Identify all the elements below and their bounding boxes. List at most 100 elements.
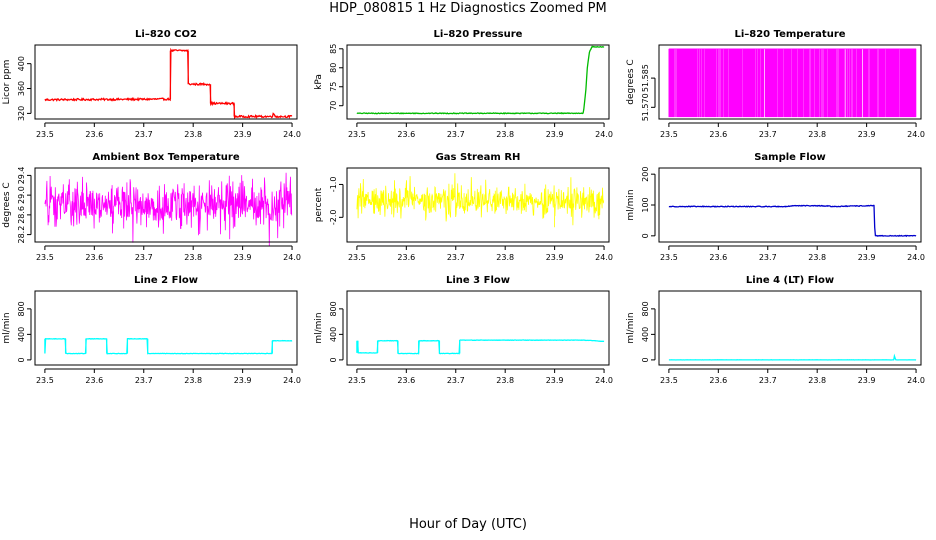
chart-panel-6: Sample Flow ml/min 23.5 23.6 23.7 23.8 23.9 24.… xyxy=(626,152,925,262)
x-tick-label: 23.7 xyxy=(759,376,777,385)
x-tick-label: 23.9 xyxy=(858,376,876,385)
chart-panel-5: Gas Stream RH percent 23.5 23.6 23.7 23.8 23.9… xyxy=(314,152,613,262)
y-tick-label: 800 xyxy=(641,301,650,316)
y-axis-label: degrees C xyxy=(2,182,12,227)
x-tick-label: 23.7 xyxy=(135,376,153,385)
y-tick-label: 51.570 xyxy=(641,93,650,121)
panel-title: Gas Stream RH xyxy=(436,152,521,163)
panel-title: Li–820 Pressure xyxy=(434,29,523,40)
x-tick-label: 24.0 xyxy=(907,130,925,139)
x-tick-label: 23.5 xyxy=(36,253,54,262)
x-tick-label: 23.7 xyxy=(759,130,777,139)
x-tick-label: 24.0 xyxy=(907,376,925,385)
x-tick-label: 23.8 xyxy=(184,253,202,262)
y-tick-label: 0 xyxy=(641,233,650,238)
y-tick-label: 400 xyxy=(17,56,26,71)
plot-frame xyxy=(34,44,298,120)
y-tick-label: 29.0 xyxy=(17,186,26,204)
x-tick-label: 24.0 xyxy=(283,253,301,262)
x-tick-label: 23.9 xyxy=(234,253,252,262)
chart-panel-9: Line 4 (LT) Flow ml/min 23.5 23.6 23.7 23.8 23… xyxy=(626,275,925,385)
y-tick-label: 51.585 xyxy=(641,64,650,92)
x-tick-label: 24.0 xyxy=(595,130,613,139)
x-tick-label: 24.0 xyxy=(283,376,301,385)
x-tick-label: 23.6 xyxy=(85,376,103,385)
series-line xyxy=(668,48,917,118)
x-tick-label: 23.7 xyxy=(447,253,465,262)
x-tick-label: 23.8 xyxy=(184,130,202,139)
y-tick-label: 0 xyxy=(329,357,338,362)
y-axis-label: ml/min xyxy=(314,312,324,343)
y-tick-label: 0 xyxy=(17,357,26,362)
x-tick-label: 23.6 xyxy=(709,130,727,139)
x-tick-label: 23.6 xyxy=(397,376,415,385)
chart-panel-8: Line 3 Flow ml/min 23.5 23.6 23.7 23.8 23.9 24.… xyxy=(314,275,613,385)
x-tick-label: 23.9 xyxy=(858,253,876,262)
chart-panel-7: Line 2 Flow ml/min 23.5 23.6 23.7 23.8 23.9 24.… xyxy=(2,275,301,385)
y-tick-label: 200 xyxy=(641,167,650,182)
x-tick-label: 23.6 xyxy=(397,130,415,139)
y-tick-label: 29.4 xyxy=(17,166,26,184)
x-tick-label: 23.5 xyxy=(36,130,54,139)
x-tick-label: 23.7 xyxy=(135,253,153,262)
x-tick-label: 23.5 xyxy=(660,376,678,385)
x-tick-label: 23.9 xyxy=(234,130,252,139)
plot-frame xyxy=(658,167,922,243)
x-tick-label: 23.9 xyxy=(546,376,564,385)
x-tick-label: 24.0 xyxy=(283,130,301,139)
x-tick-label: 23.9 xyxy=(546,130,564,139)
x-tick-label: 23.5 xyxy=(660,253,678,262)
y-tick-label: 70 xyxy=(329,101,338,111)
y-tick-label: 800 xyxy=(17,301,26,316)
x-tick-label: 23.8 xyxy=(808,376,826,385)
y-axis-label: ml/min xyxy=(626,189,636,220)
y-tick-label: 0 xyxy=(641,357,650,362)
plot-frame xyxy=(34,290,298,366)
y-tick-label: -1.0 xyxy=(329,177,338,193)
chart-panel-3: Li–820 Temperature degrees C 23.5 23.6 23.7 2… xyxy=(626,29,925,139)
series-line xyxy=(668,353,917,361)
plot-frame xyxy=(34,167,298,243)
x-tick-label: 23.7 xyxy=(759,253,777,262)
x-tick-label: 23.5 xyxy=(348,130,366,139)
y-tick-label: 28.2 xyxy=(17,226,26,244)
x-axis-title: Hour of Day (UTC) xyxy=(409,517,527,532)
x-tick-label: 23.9 xyxy=(858,130,876,139)
y-tick-label: 800 xyxy=(329,301,338,316)
series-line xyxy=(356,45,605,115)
plot-frame xyxy=(658,44,922,120)
plot-frame xyxy=(346,290,610,366)
x-tick-label: 23.5 xyxy=(36,376,54,385)
plot-frame xyxy=(658,290,922,366)
x-tick-label: 23.6 xyxy=(85,130,103,139)
x-tick-label: 23.8 xyxy=(808,130,826,139)
panel-title: Sample Flow xyxy=(754,152,826,163)
chart-panel-2: Li–820 Pressure kPa 23.5 23.6 23.7 23.8 23.9 24… xyxy=(314,29,613,139)
x-tick-label: 23.6 xyxy=(709,253,727,262)
x-tick-label: 23.6 xyxy=(85,253,103,262)
x-tick-label: 23.6 xyxy=(709,376,727,385)
x-tick-label: 23.5 xyxy=(348,253,366,262)
y-tick-label: 400 xyxy=(17,327,26,342)
panel-title: Li–820 Temperature xyxy=(734,29,845,40)
series-line xyxy=(356,339,605,355)
y-tick-label: -2.0 xyxy=(329,209,338,225)
y-tick-label: 100 xyxy=(641,197,650,212)
x-tick-label: 23.7 xyxy=(447,376,465,385)
x-tick-label: 24.0 xyxy=(907,253,925,262)
x-tick-label: 23.9 xyxy=(546,253,564,262)
series-line xyxy=(356,173,605,228)
y-axis-label: degrees C xyxy=(626,59,636,104)
y-axis-label: ml/min xyxy=(2,312,12,343)
panel-title: Ambient Box Temperature xyxy=(92,152,239,163)
series-line xyxy=(44,172,293,247)
plot-frame xyxy=(346,44,610,120)
y-axis-label: Licor ppm xyxy=(2,60,12,105)
y-tick-label: 320 xyxy=(17,106,26,121)
y-axis-label: ml/min xyxy=(626,312,636,343)
x-tick-label: 24.0 xyxy=(595,253,613,262)
panel-title: Line 4 (LT) Flow xyxy=(746,275,834,286)
x-tick-label: 23.7 xyxy=(135,130,153,139)
y-tick-label: 400 xyxy=(641,327,650,342)
